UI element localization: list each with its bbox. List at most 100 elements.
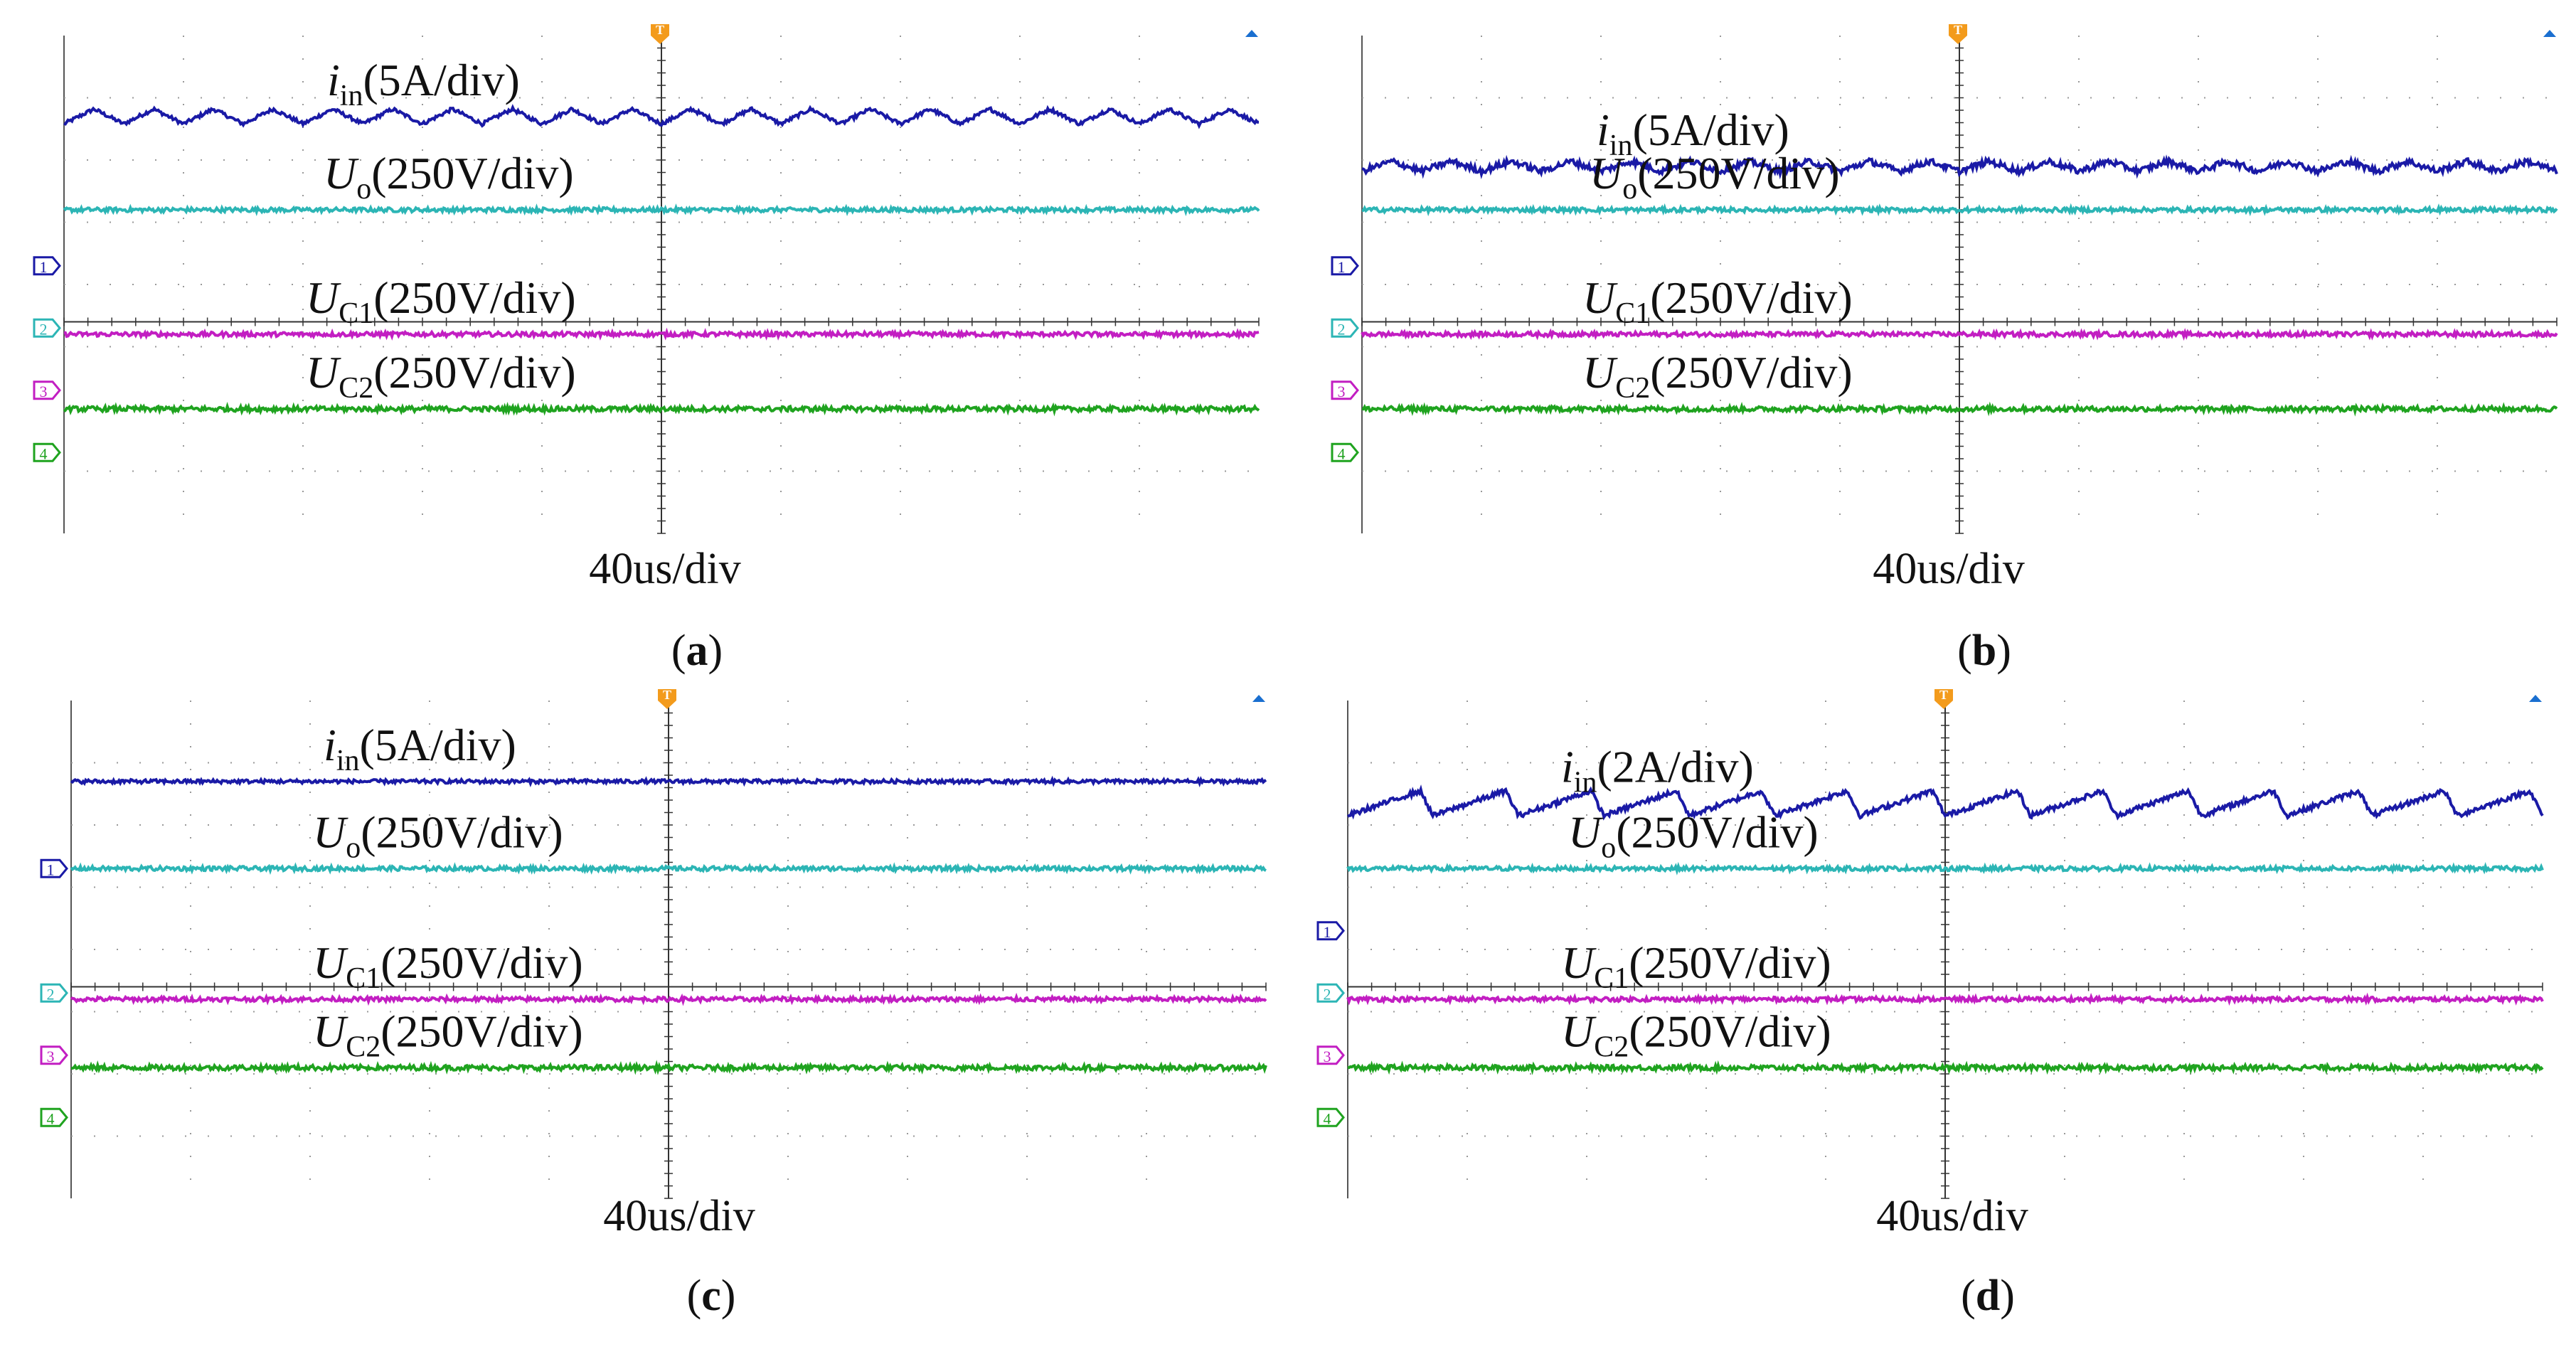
label-scale: (250V/div)	[1616, 806, 1818, 857]
channel-marker-4: 4	[40, 1107, 68, 1127]
label-symbol: U	[1590, 148, 1625, 198]
label-iin: iin(5A/div)	[327, 55, 520, 112]
trace-iin	[70, 775, 1267, 788]
channel-marker-icon	[1331, 256, 1359, 276]
label-symbol: i	[1561, 741, 1574, 792]
channel-marker-icon	[1331, 318, 1359, 338]
panel-d: Tiin(2A/div)Uo(250V/div)UC1(250V/div)UC2…	[1316, 688, 2544, 1320]
channel-marker-icon	[40, 983, 68, 1003]
trace-UC1	[70, 992, 1267, 1006]
channel-number: 3	[47, 1048, 55, 1065]
channel-marker-icon	[1316, 1045, 1345, 1065]
channel-marker-icon	[33, 442, 61, 462]
panel-caption: (d)	[1961, 1272, 2015, 1320]
trace-Uo	[1346, 861, 2544, 875]
label-scale: (5A/div)	[359, 720, 516, 770]
label-Uo: Uo(250V/div)	[1568, 806, 1819, 864]
trigger-marker-icon	[651, 24, 669, 44]
trace-UC2	[1347, 1060, 2544, 1075]
label-iin: iin(5A/div)	[324, 720, 516, 777]
channel-marker-4: 4	[1331, 442, 1359, 462]
label-symbol: U	[306, 272, 341, 323]
panel-a: Tiin(5A/div)Uo(250V/div)UC1(250V/div)UC2…	[33, 23, 1260, 675]
trace-UC1	[1361, 328, 2558, 341]
channel-marker-icon	[1331, 442, 1359, 462]
panel-caption: (b)	[1957, 627, 2011, 675]
label-scale: (250V/div)	[373, 272, 575, 323]
label-scale: (250V/div)	[1629, 1006, 1831, 1056]
channel-marker-icon	[33, 380, 61, 400]
channel-marker-1: 1	[1331, 256, 1359, 276]
label-scale: (250V/div)	[380, 1006, 582, 1056]
label-symbol: U	[313, 1006, 348, 1056]
channel-number: 2	[40, 320, 48, 338]
label-scale: (250V/div)	[373, 347, 575, 398]
trace-iin	[1361, 154, 2558, 180]
channel-number: 4	[1338, 444, 1346, 462]
trace-iin	[63, 104, 1259, 129]
label-UC1: UC1(250V/div)	[1582, 272, 1853, 330]
trigger-label: T	[656, 23, 664, 37]
channel-marker-icon	[1331, 380, 1359, 400]
channel-marker-4: 4	[1316, 1107, 1345, 1127]
label-scale: (250V/div)	[1637, 148, 1839, 198]
label-scale: (5A/div)	[363, 55, 519, 105]
trace-UC1	[1346, 992, 2544, 1006]
channel-marker-3: 3	[1316, 1045, 1345, 1065]
label-scale: (5A/div)	[1632, 105, 1789, 155]
channel-marker-1: 1	[40, 858, 68, 878]
label-scale: (250V/div)	[361, 806, 563, 857]
trace-Uo	[63, 203, 1260, 216]
label-iin: iin(2A/div)	[1561, 741, 1754, 799]
label-subscript: C1	[1594, 962, 1629, 995]
label-scale: (250V/div)	[371, 148, 573, 198]
channel-marker-1: 1	[1316, 921, 1345, 941]
time-scale-label: 40us/div	[1873, 545, 2025, 593]
label-subscript: C2	[1594, 1031, 1629, 1063]
label-iin: iin(5A/div)	[1597, 105, 1789, 162]
trigger-label: T	[1939, 688, 1948, 702]
label-UC2: UC2(250V/div)	[313, 1006, 583, 1063]
horizontal-position-icon	[2543, 30, 2556, 37]
label-Uo: Uo(250V/div)	[1590, 148, 1840, 206]
channel-marker-icon	[40, 1045, 68, 1065]
trace-UC1	[63, 327, 1260, 341]
channel-number: 1	[1338, 258, 1346, 276]
grid	[1347, 700, 2543, 1199]
label-subscript: C1	[346, 962, 380, 995]
channel-marker-icon	[33, 256, 61, 276]
trigger-label: T	[663, 688, 671, 702]
channel-number: 2	[1324, 985, 1331, 1003]
label-subscript: o	[356, 173, 371, 206]
grid	[1361, 35, 2558, 534]
label-subscript: C2	[346, 1031, 380, 1063]
grid	[70, 700, 1267, 1199]
horizontal-position-icon	[1245, 30, 1258, 37]
panel-caption: (c)	[687, 1272, 736, 1320]
label-subscript: in	[1574, 766, 1597, 799]
label-scale: (2A/div)	[1597, 741, 1753, 792]
label-symbol: U	[313, 937, 348, 988]
label-symbol: U	[1582, 272, 1618, 323]
label-symbol: U	[1561, 937, 1597, 988]
label-UC1: UC1(250V/div)	[1561, 937, 1831, 995]
label-symbol: i	[324, 720, 336, 770]
channel-marker-2: 2	[40, 983, 68, 1003]
label-UC2: UC2(250V/div)	[1582, 347, 1853, 405]
label-Uo: Uo(250V/div)	[324, 148, 574, 206]
trace-UC2	[70, 1060, 1267, 1075]
label-subscript: C2	[339, 372, 373, 405]
label-UC2: UC2(250V/div)	[306, 347, 576, 405]
channel-marker-2: 2	[1331, 318, 1359, 338]
channel-number: 1	[40, 258, 48, 276]
trace-Uo	[1361, 203, 2558, 217]
label-UC2: UC2(250V/div)	[1561, 1006, 1831, 1063]
label-Uo: Uo(250V/div)	[313, 806, 563, 864]
channel-marker-2: 2	[33, 318, 61, 338]
label-subscript: C1	[1615, 297, 1650, 330]
channel-number: 3	[1338, 383, 1346, 400]
channel-marker-3: 3	[1331, 380, 1359, 400]
time-scale-label: 40us/div	[1876, 1192, 2028, 1240]
panel-b: Tiin(5A/div)Uo(250V/div)UC1(250V/div)UC2…	[1331, 23, 2558, 675]
label-symbol: U	[1561, 1006, 1597, 1056]
